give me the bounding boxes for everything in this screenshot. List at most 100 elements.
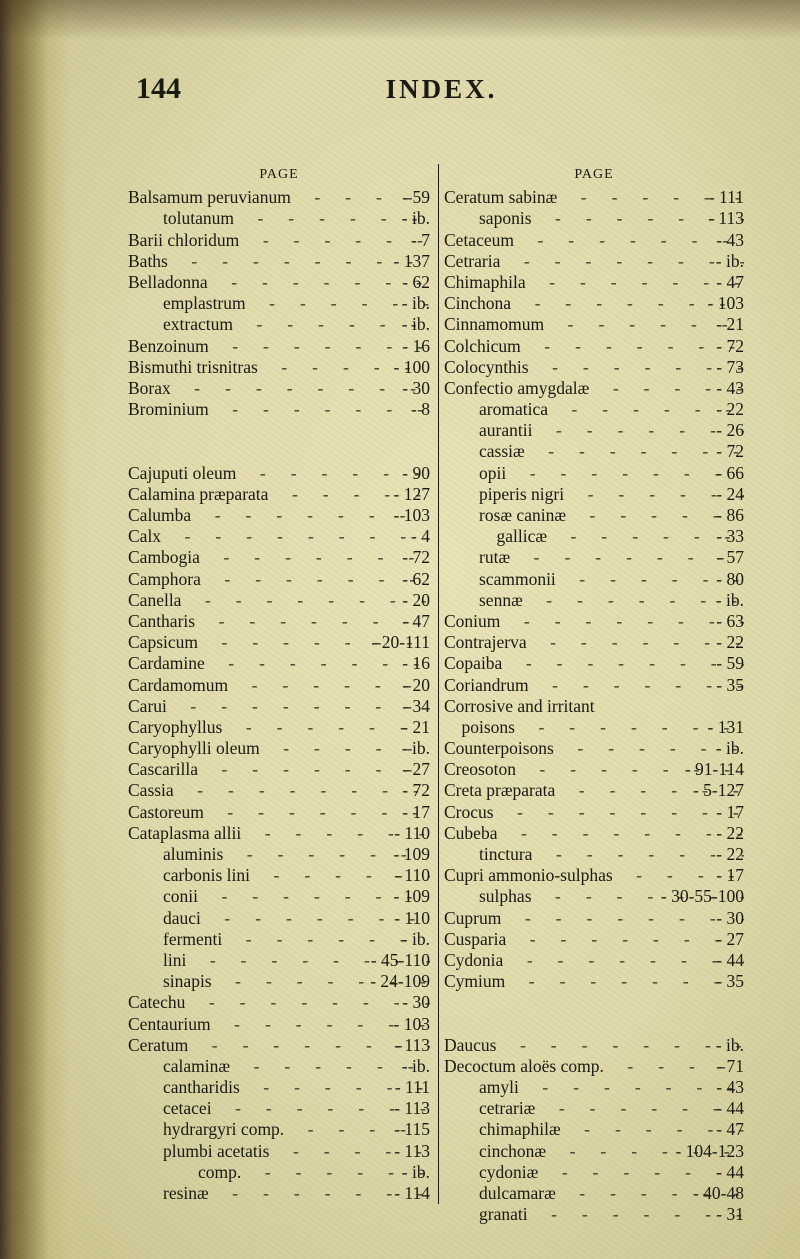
- index-entry: sinapis - - - - - - - - - - 24-109: [128, 971, 430, 992]
- index-entry: sulphas - - - - - - - - - - 30-55-100: [444, 886, 744, 907]
- entry-page: - 34: [402, 696, 430, 717]
- entry-page: - 16: [402, 653, 430, 674]
- index-entry: Cetraria - - - - - - - - - - ib.: [444, 251, 744, 272]
- entry-label: Creta præparata: [444, 780, 555, 801]
- index-entry: Cydonia - - - - - - - - - - 44: [444, 950, 744, 971]
- dot-leader: - - - - - - - - -: [228, 675, 430, 695]
- index-entry: cetrariæ - - - - - - - - - - 44: [444, 1098, 744, 1119]
- entry-label: Calx: [128, 526, 161, 547]
- index-entry: extractum - - - - - - - - - - ib.: [128, 314, 430, 335]
- entry-page: - 4: [411, 526, 430, 547]
- index-entry: Ceratum - - - - - - - - - - 113: [128, 1035, 430, 1056]
- entry-label: Copaiba: [444, 653, 502, 674]
- index-entry: Brominium - - - - - - - - - - 8: [128, 399, 430, 420]
- index-entry: Decoctum aloës comp. - - - - - - - - - -…: [444, 1056, 744, 1077]
- entry-label: Centaurium: [128, 1014, 211, 1035]
- dot-leader: - - - - - - - - -: [161, 526, 430, 546]
- entry-label: Borax: [128, 378, 171, 399]
- dot-leader: - - - - - - - - -: [532, 844, 744, 864]
- entry-page: - 57: [716, 547, 744, 568]
- entry-label: emplastrum: [128, 293, 246, 314]
- index-entry: chimaphilæ - - - - - - - - - - 47: [444, 1119, 744, 1140]
- index-entry: fermenti - - - - - - - - - - ib.: [128, 929, 430, 950]
- dot-leader: - - - - - - - - -: [505, 971, 744, 991]
- index-entry: calaminæ - - - - - - - - - - ib.: [128, 1056, 430, 1077]
- index-entry: piperis nigri - - - - - - - - - - 24: [444, 484, 744, 505]
- dot-leader: - - - - - - - - -: [230, 1056, 430, 1076]
- index-title: INDEX.: [181, 74, 702, 105]
- entry-label: saponis: [444, 208, 532, 229]
- entry-label: Cinchona: [444, 293, 511, 314]
- index-entry: Borax - - - - - - - - - - 30: [128, 378, 430, 399]
- entry-page: - 103: [394, 1014, 430, 1035]
- entry-label: Baths: [128, 251, 168, 272]
- dot-leader: - - - - - - - - -: [204, 802, 430, 822]
- entry-page: - 30-55-100: [661, 886, 744, 907]
- entry-page: - 44: [716, 1098, 744, 1119]
- entry-label: Cataplasma allii: [128, 823, 241, 844]
- dot-leader: - - - - - - - - -: [521, 336, 744, 356]
- dot-leader: - - - - - - - - -: [168, 251, 430, 271]
- entry-label: comp.: [128, 1162, 241, 1183]
- index-entry: Crocus - - - - - - - - - - 17: [444, 802, 744, 823]
- dot-leader: - - - - - - - - -: [529, 357, 744, 377]
- entry-page: - 114: [394, 1183, 430, 1204]
- index-entry: Coriandrum - - - - - - - - - - 35: [444, 675, 744, 696]
- entry-page: - 109: [394, 844, 430, 865]
- entry-label: Calamina præparata: [128, 484, 268, 505]
- index-entry: Caryophyllus - - - - - - - - - - 21: [128, 717, 430, 738]
- entry-page: - 111: [709, 187, 744, 208]
- dot-leader: - - - - - - - - -: [500, 251, 744, 271]
- dot-leader: - - - - - - - - -: [181, 590, 430, 610]
- index-entry: Chimaphila - - - - - - - - - - 47: [444, 272, 744, 293]
- entry-label: Caryophylli oleum: [128, 738, 260, 759]
- dot-leader: - - - - - - - - -: [201, 569, 430, 589]
- index-entry: saponis - - - - - - - - - - 113: [444, 208, 744, 229]
- entry-label: rosæ caninæ: [444, 505, 566, 526]
- entry-page: - 30: [402, 992, 430, 1013]
- index-entry: Baths - - - - - - - - - - 137: [128, 251, 430, 272]
- entry-label: Benzoinum: [128, 336, 209, 357]
- entry-label: poisons: [444, 717, 515, 738]
- index-entry: poisons - - - - - - - - - - 131: [444, 717, 744, 738]
- index-entry: emplastrum - - - - - - - - - - ib.: [128, 293, 430, 314]
- entry-page: - 59: [716, 653, 744, 674]
- entry-page: - 137: [394, 251, 430, 272]
- entry-page: - 5-127: [693, 780, 744, 801]
- index-entry: Caryophylli oleum - - - - - - - - - - ib…: [128, 738, 430, 759]
- dot-leader: - - - - - - - - -: [544, 314, 744, 334]
- entry-label: Corrosive and irritant: [444, 696, 595, 717]
- dot-leader: - - - - - - - - -: [503, 950, 744, 970]
- index-entry: dulcamaræ - - - - - - - - - - 40-48: [444, 1183, 744, 1204]
- dot-leader: - - - - - - - - -: [532, 420, 744, 440]
- dot-leader: - - - - - - - - -: [506, 929, 744, 949]
- index-entry: dauci - - - - - - - - - - 110: [128, 908, 430, 929]
- entry-label: Capsicum: [128, 632, 198, 653]
- index-entry: rutæ - - - - - - - - - - 57: [444, 547, 744, 568]
- index-entry: tinctura - - - - - - - - - - 22: [444, 844, 744, 865]
- index-entry: Creosoton - - - - - - - - - - 91-114: [444, 759, 744, 780]
- index-entry: Corrosive and irritant: [444, 696, 744, 717]
- index-entry: aromatica - - - - - - - - - - 22: [444, 399, 744, 420]
- blank-line: [128, 420, 430, 462]
- entry-label: Conium: [444, 611, 500, 632]
- index-entry: Cataplasma allii - - - - - - - - - - 110: [128, 823, 430, 844]
- entry-page: - 47: [716, 1119, 744, 1140]
- entry-page: - ib.: [402, 929, 430, 950]
- entry-page: - 103: [708, 293, 744, 314]
- index-entry: cantharidis - - - - - - - - - - 111: [128, 1077, 430, 1098]
- entry-page: - 43: [716, 1077, 744, 1098]
- index-entry: amyli - - - - - - - - - - 43: [444, 1077, 744, 1098]
- entry-page: - 115: [394, 1119, 430, 1140]
- entry-label: hydrargyri comp.: [128, 1119, 284, 1140]
- entry-page: - ib.: [716, 738, 744, 759]
- index-entry: Cuprum - - - - - - - - - - 30: [444, 908, 744, 929]
- entry-page: - 113: [394, 1141, 430, 1162]
- entry-label: Cassia: [128, 780, 174, 801]
- index-entry: Cinnamomum - - - - - - - - - - 21: [444, 314, 744, 335]
- dot-leader: - - - - - - - - -: [185, 992, 430, 1012]
- dot-leader: - - - - - - - - -: [535, 1098, 744, 1118]
- dot-leader: - - - - - - - - -: [519, 1077, 744, 1097]
- entry-label: Cardamomum: [128, 675, 228, 696]
- dot-leader: - - - - - - - - -: [222, 929, 430, 949]
